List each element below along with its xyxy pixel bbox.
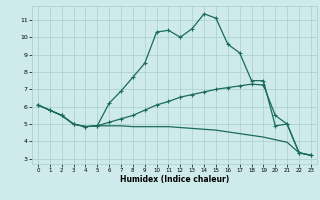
X-axis label: Humidex (Indice chaleur): Humidex (Indice chaleur) bbox=[120, 175, 229, 184]
